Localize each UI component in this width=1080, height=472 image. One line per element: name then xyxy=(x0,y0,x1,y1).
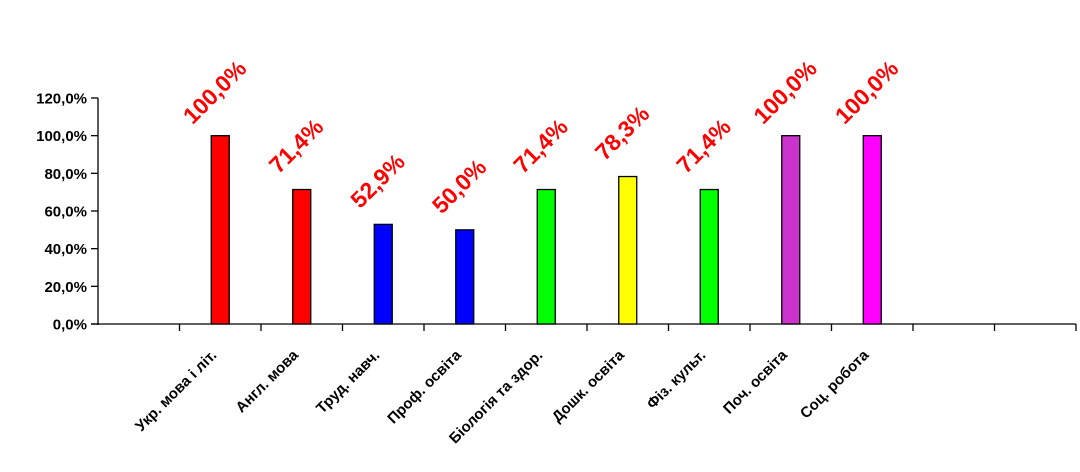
x-tick-label: Фіз. культ. xyxy=(644,347,710,413)
x-axis-ticks: Укр. мова і літ. Англ. мова Труд. навч. Про… xyxy=(132,324,1076,447)
data-label: 71,4% xyxy=(671,114,736,179)
y-tick-label: 40,0% xyxy=(44,241,87,258)
bar xyxy=(700,190,718,324)
bar xyxy=(293,190,311,324)
x-tick-label: Англ. мова xyxy=(232,346,302,416)
x-tick-label: Поч. освіта xyxy=(720,346,791,417)
y-tick-label: 60,0% xyxy=(44,204,87,221)
data-label: 52,9% xyxy=(345,148,410,213)
bar xyxy=(211,136,229,324)
data-label: 100,0% xyxy=(748,55,822,129)
y-axis-ticks: 0,0% 20,0% 40,0% 60,0% 80,0% 100,0% 120,0% xyxy=(36,91,98,334)
bar xyxy=(374,224,392,324)
y-tick-label: 100,0% xyxy=(36,128,87,145)
x-tick-label: Проф. освіта xyxy=(384,346,465,427)
data-label: 78,3% xyxy=(590,101,655,166)
bar xyxy=(863,136,881,324)
y-tick-label: 120,0% xyxy=(36,91,87,108)
y-tick-label: 20,0% xyxy=(44,279,87,296)
x-tick-label: Дошк. освіта xyxy=(549,346,628,425)
y-tick-label: 80,0% xyxy=(44,166,87,183)
data-label: 100,0% xyxy=(178,55,252,129)
data-label: 100,0% xyxy=(830,55,904,129)
bar xyxy=(537,190,555,324)
x-tick-label: Укр. мова і літ. xyxy=(132,347,220,435)
bar xyxy=(782,136,800,324)
y-tick-label: 0,0% xyxy=(53,317,87,334)
data-label: 71,4% xyxy=(264,114,329,179)
chart-axes xyxy=(91,98,1076,325)
bar xyxy=(456,230,474,324)
data-label: 71,4% xyxy=(508,114,573,179)
bar xyxy=(619,177,637,324)
x-tick-label: Соц. робота xyxy=(797,346,873,422)
data-label: 50,0% xyxy=(427,154,492,219)
bars xyxy=(211,136,881,324)
x-tick-label: Труд. навч. xyxy=(313,347,383,417)
